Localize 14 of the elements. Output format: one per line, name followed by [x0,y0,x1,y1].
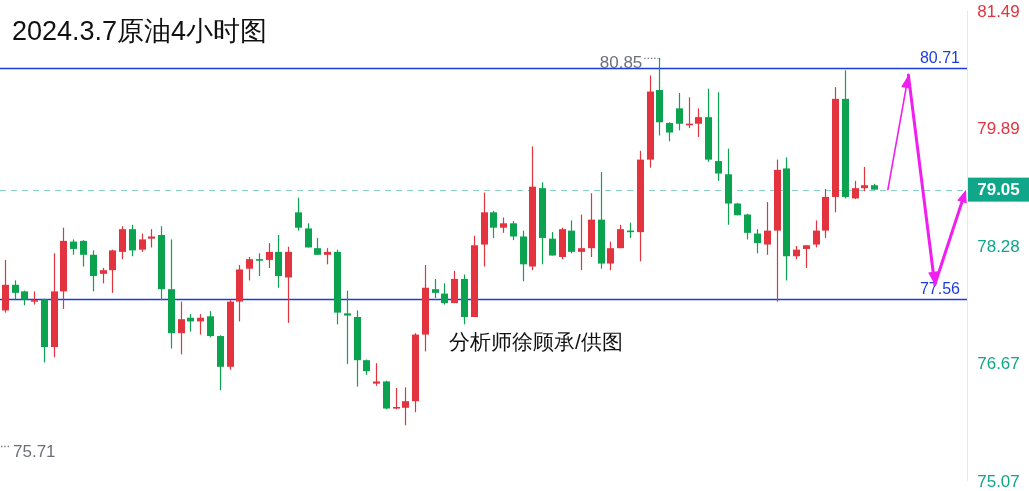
y-tick-label: 78.28 [977,236,1020,256]
ref-label: 79.05 [977,180,1020,200]
title: 2024.3.7原油4小时图 [12,16,268,46]
ref-label: 80.71 [919,49,960,67]
annotation: 75.71 [13,441,56,461]
ref-label: 77.56 [919,279,960,297]
annotation: 分析师徐顾承/供图 [449,329,623,353]
y-tick-label: 75.07 [977,471,1020,491]
annotation: 75.71 [0,441,56,461]
y-tick-label: 76.67 [977,354,1020,374]
annotation: 80.85 [599,53,643,73]
annotation: 80.85 [599,53,659,73]
y-tick-label: 79.89 [977,118,1020,138]
y-tick-label: 81.49 [977,1,1020,21]
